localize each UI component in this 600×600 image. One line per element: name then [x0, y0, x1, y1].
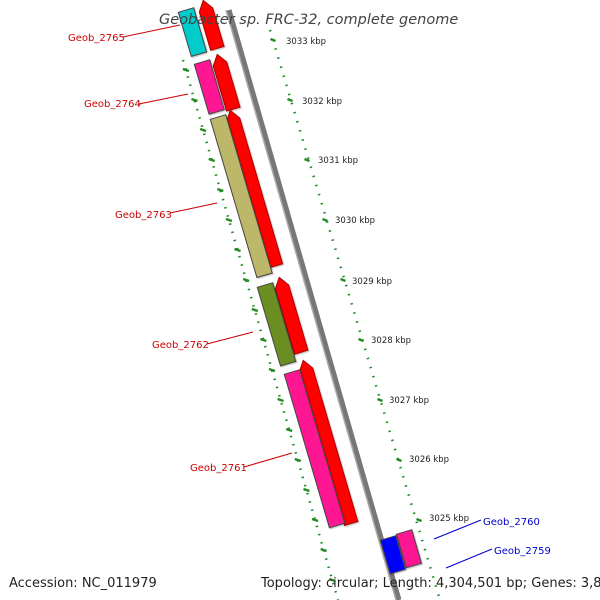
leader-line — [243, 452, 293, 468]
ruler-labels: 3033 kbp 3032 kbp 3031 kbp 3030 kbp 3029… — [286, 37, 469, 524]
gene-block — [379, 535, 407, 575]
scale-tick — [251, 307, 259, 313]
scale-tick — [303, 487, 310, 493]
cds-arrow — [198, 0, 225, 51]
scale-tick — [216, 187, 224, 193]
ruler-tick — [322, 217, 328, 223]
scale-tick — [208, 157, 216, 163]
scale-tick — [182, 67, 190, 73]
ruler-tick — [416, 517, 422, 523]
cds-arrow — [212, 53, 241, 112]
cds-arrows — [198, 0, 359, 527]
scale-tick — [285, 427, 293, 433]
leader-line — [169, 202, 218, 214]
gene-label: Geob_2763 — [115, 210, 172, 221]
gene-label: Geob_2761 — [190, 463, 247, 474]
scale-tick — [277, 397, 284, 403]
backbone — [225, 9, 402, 600]
ruler-tick — [396, 457, 402, 463]
ruler-tick — [358, 337, 364, 343]
cds-arrow — [274, 276, 309, 355]
gene-block — [395, 529, 423, 569]
leader-line — [445, 548, 493, 569]
scale-tick — [191, 97, 198, 103]
gene-label: Geob_2759 — [494, 546, 551, 557]
gene-block — [177, 7, 208, 58]
kbp-label: 3030 kbp — [335, 216, 375, 226]
feature-scale-ticks — [182, 67, 336, 583]
scale-tick — [311, 517, 319, 523]
scale-tick — [268, 367, 276, 373]
accession-text: Accession: NC_011979 — [9, 576, 157, 591]
gene-label: Geob_2765 — [68, 33, 125, 44]
ruler-tick — [270, 37, 276, 43]
map-title: Geobacter sp. FRC-32, complete genome — [159, 12, 458, 28]
ruler-tick — [340, 277, 346, 283]
scale-tick — [225, 217, 233, 223]
kbp-label: 3033 kbp — [286, 37, 326, 47]
kbp-label: 3025 kbp — [429, 514, 469, 524]
kbp-label: 3032 kbp — [302, 97, 342, 107]
kbp-label: 3028 kbp — [371, 336, 411, 346]
gene-block — [256, 282, 297, 367]
scale-tick — [328, 577, 336, 583]
leader-line — [122, 24, 181, 38]
gene-block — [193, 59, 225, 115]
gene-label: Geob_2762 — [152, 340, 209, 351]
kbp-label: 3026 kbp — [409, 455, 449, 465]
ruler-tick — [287, 97, 293, 103]
scale-tick — [199, 127, 207, 133]
scale-tick — [320, 547, 328, 553]
leader-line — [206, 331, 254, 345]
ruler-tick — [304, 157, 310, 163]
scale-tick — [242, 277, 250, 283]
gene-block — [283, 369, 346, 529]
leader-line — [138, 93, 189, 105]
kbp-label: 3029 kbp — [352, 277, 392, 287]
ruler-ticks — [270, 37, 422, 523]
kbp-label: 3027 kbp — [389, 396, 429, 406]
scale-tick — [259, 337, 267, 343]
leader-line — [433, 519, 482, 540]
kbp-label: 3031 kbp — [318, 156, 358, 166]
feature-scale — [181, 59, 340, 600]
gene-blocks — [177, 7, 423, 575]
gene-labels: Geob_2765 Geob_2764 Geob_2763 Geob_2762 … — [68, 33, 551, 557]
gene-label: Geob_2760 — [483, 517, 540, 528]
ruler-tick — [377, 397, 383, 403]
gene-block — [209, 114, 273, 279]
scale-tick — [234, 247, 241, 253]
genome-summary-text: Topology: circular; Length: 4,304,501 bp… — [260, 576, 600, 591]
gene-label: Geob_2764 — [84, 99, 141, 110]
ruler — [268, 29, 442, 600]
label-leaders — [122, 24, 493, 569]
scale-tick — [294, 457, 302, 463]
